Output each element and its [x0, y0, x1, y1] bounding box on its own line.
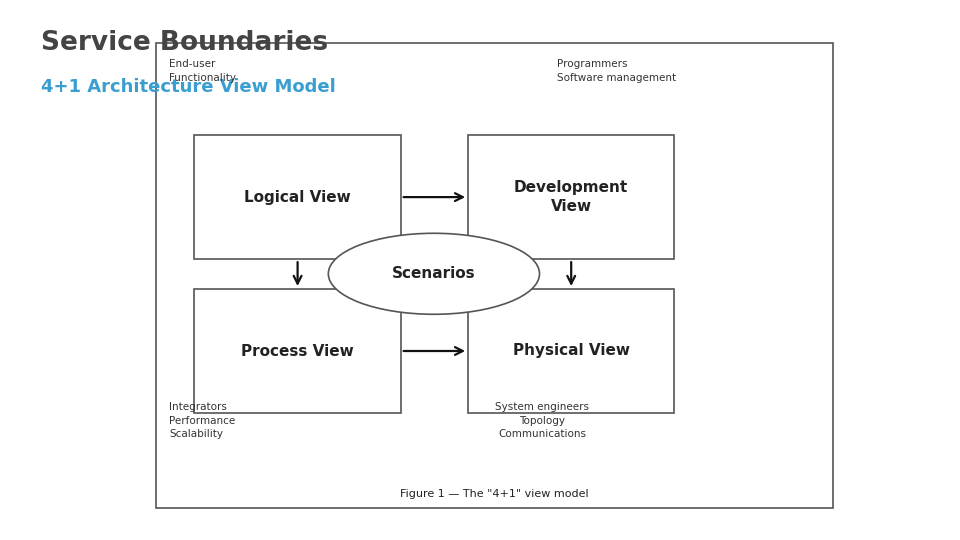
Text: 4+1 Architecture View Model: 4+1 Architecture View Model: [41, 78, 336, 96]
Text: Development
View: Development View: [514, 180, 629, 214]
Bar: [194, 289, 400, 413]
Text: Logical View: Logical View: [244, 190, 351, 205]
Bar: [468, 135, 675, 259]
Text: Physical View: Physical View: [513, 343, 630, 359]
Text: Integrators
Performance
Scalability: Integrators Performance Scalability: [169, 402, 235, 438]
Text: Service Boundaries: Service Boundaries: [41, 30, 328, 56]
Bar: [156, 43, 833, 508]
Text: Process View: Process View: [241, 343, 354, 359]
Text: Programmers
Software management: Programmers Software management: [557, 59, 676, 83]
Text: Figure 1 — The "4+1" view model: Figure 1 — The "4+1" view model: [400, 489, 588, 499]
Text: Scenarios: Scenarios: [392, 266, 476, 281]
Text: End-user
Functionality: End-user Functionality: [169, 59, 236, 83]
Bar: [194, 135, 400, 259]
Bar: [468, 289, 675, 413]
Ellipse shape: [328, 233, 540, 314]
Text: System engineers
Topology
Communications: System engineers Topology Communications: [495, 402, 589, 438]
